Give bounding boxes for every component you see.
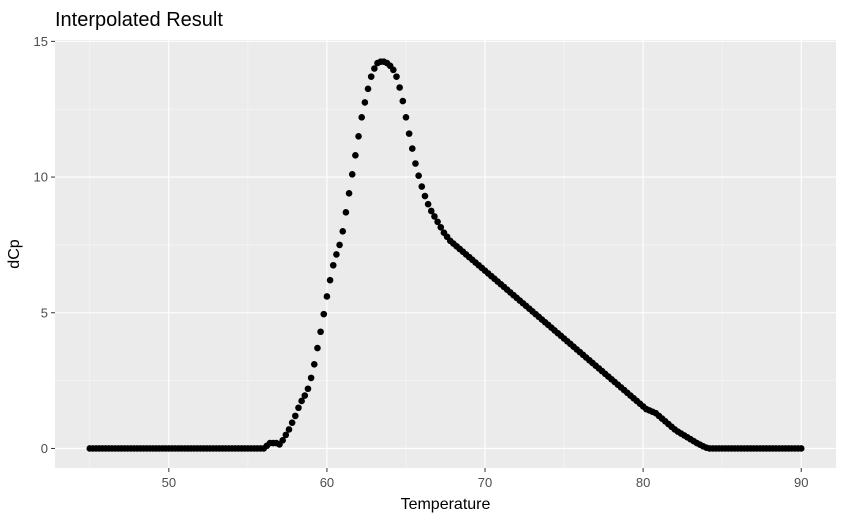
data-point bbox=[279, 437, 286, 444]
data-points bbox=[86, 58, 805, 452]
data-point bbox=[421, 192, 429, 200]
data-point bbox=[393, 73, 400, 80]
data-point bbox=[336, 241, 343, 249]
data-point bbox=[361, 99, 369, 106]
y-tick-label: 15 bbox=[34, 34, 48, 49]
chart-title: Interpolated Result bbox=[55, 9, 223, 31]
data-point bbox=[310, 361, 318, 368]
data-point bbox=[412, 160, 419, 167]
data-point bbox=[304, 385, 312, 393]
data-point bbox=[367, 73, 375, 80]
y-axis-title: dCp bbox=[6, 239, 23, 268]
x-tick-label: 90 bbox=[794, 475, 808, 490]
data-point bbox=[355, 133, 362, 140]
data-point bbox=[333, 251, 340, 258]
y-axis-ticks: 0 5 10 15 bbox=[34, 34, 55, 456]
x-tick-label: 60 bbox=[320, 475, 334, 490]
data-point bbox=[301, 392, 309, 399]
data-point bbox=[298, 397, 305, 405]
x-axis-ticks: 50 60 70 80 90 bbox=[162, 468, 808, 490]
data-point bbox=[285, 426, 293, 433]
data-point bbox=[339, 228, 347, 235]
data-point bbox=[288, 419, 296, 426]
data-point bbox=[317, 328, 324, 336]
data-point bbox=[352, 152, 359, 159]
minor-grid bbox=[55, 40, 836, 468]
data-point bbox=[427, 207, 435, 215]
data-point bbox=[282, 431, 290, 439]
data-point bbox=[402, 114, 410, 121]
data-point bbox=[348, 171, 356, 178]
data-point bbox=[323, 293, 331, 300]
data-point bbox=[345, 190, 353, 197]
data-point bbox=[292, 412, 299, 420]
x-tick-label: 50 bbox=[162, 475, 176, 490]
data-point bbox=[390, 66, 397, 74]
data-point bbox=[371, 65, 378, 72]
data-point bbox=[358, 114, 366, 121]
data-point bbox=[437, 223, 445, 231]
y-tick-label: 0 bbox=[41, 441, 48, 456]
data-point bbox=[399, 97, 407, 105]
data-point bbox=[326, 276, 334, 284]
data-point bbox=[797, 445, 805, 452]
data-point bbox=[320, 310, 328, 318]
data-point bbox=[424, 200, 432, 208]
data-point bbox=[408, 145, 416, 152]
x-tick-label: 80 bbox=[636, 475, 650, 490]
data-point bbox=[405, 130, 413, 137]
data-point bbox=[295, 404, 302, 412]
data-point bbox=[396, 84, 403, 91]
data-point bbox=[342, 209, 350, 216]
data-point bbox=[307, 374, 315, 382]
y-tick-label: 5 bbox=[41, 305, 48, 320]
x-tick-label: 70 bbox=[478, 475, 492, 490]
data-point bbox=[434, 218, 441, 226]
y-tick-label: 10 bbox=[34, 170, 48, 185]
x-axis-title: Temperature bbox=[401, 496, 491, 513]
data-point bbox=[431, 213, 438, 220]
data-point bbox=[364, 85, 372, 93]
data-point bbox=[314, 344, 321, 352]
data-point bbox=[418, 183, 426, 190]
plot-panel bbox=[55, 40, 836, 468]
data-point bbox=[329, 261, 337, 269]
data-point bbox=[415, 172, 422, 180]
